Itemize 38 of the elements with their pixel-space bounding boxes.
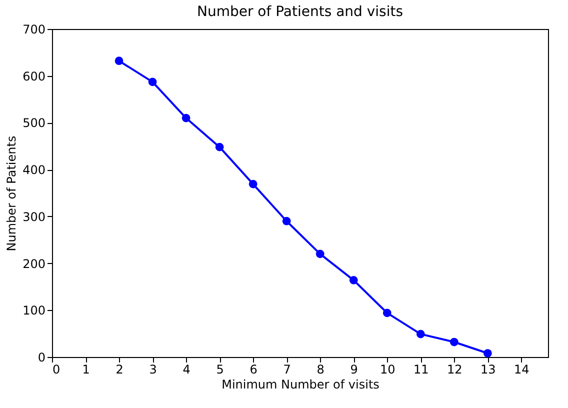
point [316,250,324,258]
point [114,56,124,66]
x-tick-label: 10 [380,362,396,376]
point [182,114,190,122]
x-tick-label: 2 [116,362,124,376]
y-tick-label: 700 [22,22,46,36]
point [282,216,291,226]
point [382,308,392,318]
x-tick-label: 1 [82,362,90,376]
x-tick-label: 0 [52,362,60,376]
x-tick-label: 13 [480,362,496,376]
x-tick-label: 9 [350,362,358,376]
y-tick-label: 600 [22,69,46,84]
x-tick-label: 6 [250,362,258,376]
point [349,276,358,284]
y-tick-label: 400 [22,163,46,178]
x-axis-title: Minimum Number of visits [222,378,380,392]
x-tick-label: 8 [316,362,324,376]
point [416,330,425,338]
x-tick-label: 5 [216,362,224,376]
x-tick-label: 14 [514,362,530,376]
x-tick-label: 7 [283,362,291,376]
point [248,180,258,188]
x-tick-label: 11 [414,362,429,376]
y-tick-label: 0 [38,350,46,364]
point [450,338,458,346]
y-axis-title: Number of Patients [4,136,19,252]
y-tick-label: 500 [22,116,46,130]
x-tick-label: 4 [182,362,190,376]
y-tick-label: 100 [22,304,46,318]
point [148,78,157,86]
x-tick-label: 12 [447,362,462,376]
y-tick-label: 300 [22,210,46,224]
chart-title: Number of Patients and visits [196,4,404,20]
point [483,349,492,358]
point [215,142,224,152]
y-tick-label: 200 [22,256,46,271]
x-tick-label: 3 [149,362,157,376]
